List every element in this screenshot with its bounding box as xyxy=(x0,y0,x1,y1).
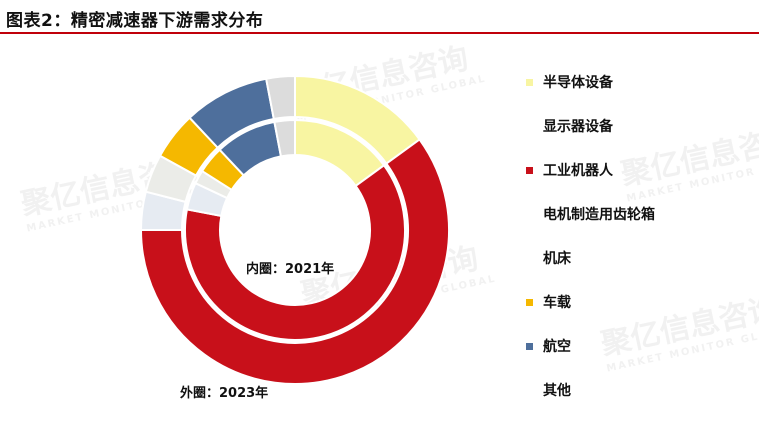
legend-item: 电机制造用齿轮箱 xyxy=(526,192,655,236)
outer-ring-slice xyxy=(264,74,296,121)
legend-item: 航空 xyxy=(526,324,655,368)
outer-ring-label: 外圈：2023年 xyxy=(180,386,269,401)
legend-swatch xyxy=(526,78,533,86)
inner-ring-label: 内圈：2021年 xyxy=(246,262,335,277)
legend-swatch xyxy=(526,298,533,306)
title-divider xyxy=(0,32,759,34)
legend-item: 机床 xyxy=(526,236,655,280)
legend-swatch xyxy=(526,342,533,350)
legend-item: 车载 xyxy=(526,280,655,324)
inner-ring-slice xyxy=(273,118,296,158)
legend-swatch xyxy=(526,123,533,130)
legend-swatch xyxy=(526,211,533,218)
legend-swatch xyxy=(526,255,533,262)
inner-ring-slice xyxy=(184,163,406,341)
legend-swatch xyxy=(526,387,533,394)
legend-item: 工业机器人 xyxy=(526,148,655,192)
outer-ring-slice xyxy=(139,138,450,385)
legend-item: 其他 xyxy=(526,368,655,412)
chart-title: 图表2：精密减速器下游需求分布 xyxy=(6,11,264,31)
donut-chart xyxy=(139,74,450,385)
chart-legend: 半导体设备 显示器设备 工业机器人 电机制造用齿轮箱 机床 车载 航空 其他 xyxy=(526,60,655,412)
legend-swatch xyxy=(526,166,533,174)
legend-item: 半导体设备 xyxy=(526,60,655,104)
legend-item: 显示器设备 xyxy=(526,104,655,148)
